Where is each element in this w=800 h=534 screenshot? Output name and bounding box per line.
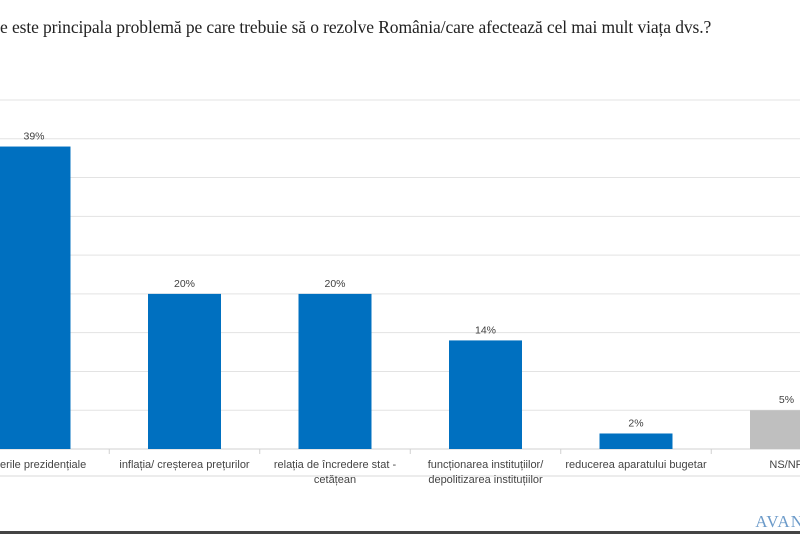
data-label: 20% — [174, 278, 195, 290]
footer-bar — [0, 531, 800, 534]
category-label: erile prezidențiale — [0, 459, 87, 471]
category-label: funcționarea instituțiilor/ depolitizare… — [427, 459, 544, 486]
data-label: 14% — [475, 324, 496, 336]
data-label: 5% — [779, 394, 794, 406]
chart-title: e este principala problemă pe care trebu… — [0, 17, 712, 37]
bar — [599, 433, 673, 449]
logo: AVAN — [755, 512, 800, 531]
bar — [449, 340, 522, 449]
bar — [0, 146, 71, 450]
bar — [298, 293, 372, 449]
bar — [750, 410, 800, 449]
data-label: 2% — [628, 417, 643, 429]
category-label: NS/NR — [769, 459, 800, 471]
data-label: 39% — [23, 131, 44, 143]
category-label: reducerea aparatului bugetar — [565, 459, 707, 471]
category-label: relația de încredere stat - cetățean — [273, 459, 397, 486]
data-label: 20% — [324, 278, 345, 290]
category-label: inflația/ creșterea prețurilor — [119, 459, 250, 471]
bar — [148, 293, 221, 449]
